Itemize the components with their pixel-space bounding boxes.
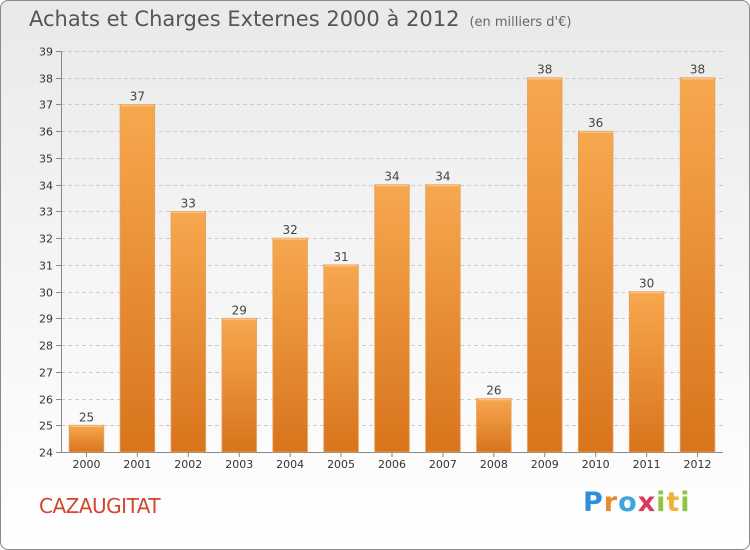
y-tick-label: 25 xyxy=(39,420,53,433)
y-tick-label: 37 xyxy=(39,99,53,112)
x-tick-label: 2010 xyxy=(582,458,610,471)
bar-value-label: 31 xyxy=(333,250,348,264)
bar xyxy=(221,317,257,453)
y-tick-label: 30 xyxy=(39,287,53,300)
x-tick-label: 2011 xyxy=(633,458,661,471)
place-name: CAZAUGITAT xyxy=(39,494,161,518)
y-tick-label: 35 xyxy=(39,153,53,166)
y-tick-label: 32 xyxy=(39,233,53,246)
y-tick-label: 33 xyxy=(39,206,53,219)
bar xyxy=(679,77,716,453)
x-tick-label: 2009 xyxy=(531,458,559,471)
x-tick-label: 2008 xyxy=(480,458,508,471)
proxiti-logo: Proxiti xyxy=(583,487,691,518)
bar xyxy=(119,104,156,453)
bar-value-label: 30 xyxy=(639,277,654,291)
x-tick-label: 2012 xyxy=(684,458,712,471)
bar-value-label: 25 xyxy=(79,410,94,424)
bar xyxy=(323,264,359,453)
bar-value-label: 34 xyxy=(384,170,399,184)
bar-value-label: 34 xyxy=(435,170,450,184)
chart-subtitle: (en milliers d'€) xyxy=(469,15,572,30)
bar-value-label: 26 xyxy=(486,384,501,398)
y-tick-label: 24 xyxy=(39,447,53,460)
bar xyxy=(527,77,563,453)
chart-title: Achats et Charges Externes 2000 à 2012 (e… xyxy=(29,7,571,31)
y-tick-label: 26 xyxy=(39,394,53,407)
bar-value-label: 32 xyxy=(283,223,298,237)
bar xyxy=(272,237,308,453)
x-tick-label: 2007 xyxy=(429,458,457,471)
x-tick-label: 2006 xyxy=(378,458,406,471)
logo-letter: P xyxy=(583,487,604,518)
bar-value-label: 29 xyxy=(232,303,247,317)
bar xyxy=(628,291,665,453)
x-tick-label: 2002 xyxy=(174,458,202,471)
logo-letter: r xyxy=(603,487,619,518)
logo-letter: o xyxy=(618,487,638,518)
y-tick-label: 28 xyxy=(39,340,53,353)
logo-letter: t xyxy=(666,487,681,518)
bar xyxy=(374,184,410,453)
bar-value-label: 38 xyxy=(537,63,552,77)
y-tick-label: 39 xyxy=(39,46,53,59)
chart-title-text: Achats et Charges Externes 2000 à 2012 xyxy=(29,7,460,31)
y-tick-label: 34 xyxy=(39,180,53,193)
bar xyxy=(425,184,461,453)
x-tick-label: 2000 xyxy=(72,458,100,471)
bar-value-label: 36 xyxy=(588,116,603,130)
bar xyxy=(476,398,512,453)
logo-letter: i xyxy=(680,487,691,518)
x-tick-label: 2004 xyxy=(276,458,304,471)
logo-letter: x xyxy=(637,487,657,518)
logo-letter: i xyxy=(656,487,667,518)
bar-value-label: 38 xyxy=(690,63,705,77)
y-tick-label: 27 xyxy=(39,367,53,380)
x-tick-label: 2005 xyxy=(327,458,355,471)
y-tick-label: 29 xyxy=(39,313,53,326)
y-tick-label: 38 xyxy=(39,73,53,86)
bar-value-label: 33 xyxy=(181,196,196,210)
bar xyxy=(68,424,105,453)
y-tick-label: 36 xyxy=(39,126,53,139)
bar-value-label: 37 xyxy=(130,89,145,103)
y-tick-label: 31 xyxy=(39,260,53,273)
x-tick-label: 2003 xyxy=(225,458,253,471)
bar xyxy=(170,210,207,453)
x-tick-label: 2001 xyxy=(123,458,151,471)
bar xyxy=(577,130,614,453)
